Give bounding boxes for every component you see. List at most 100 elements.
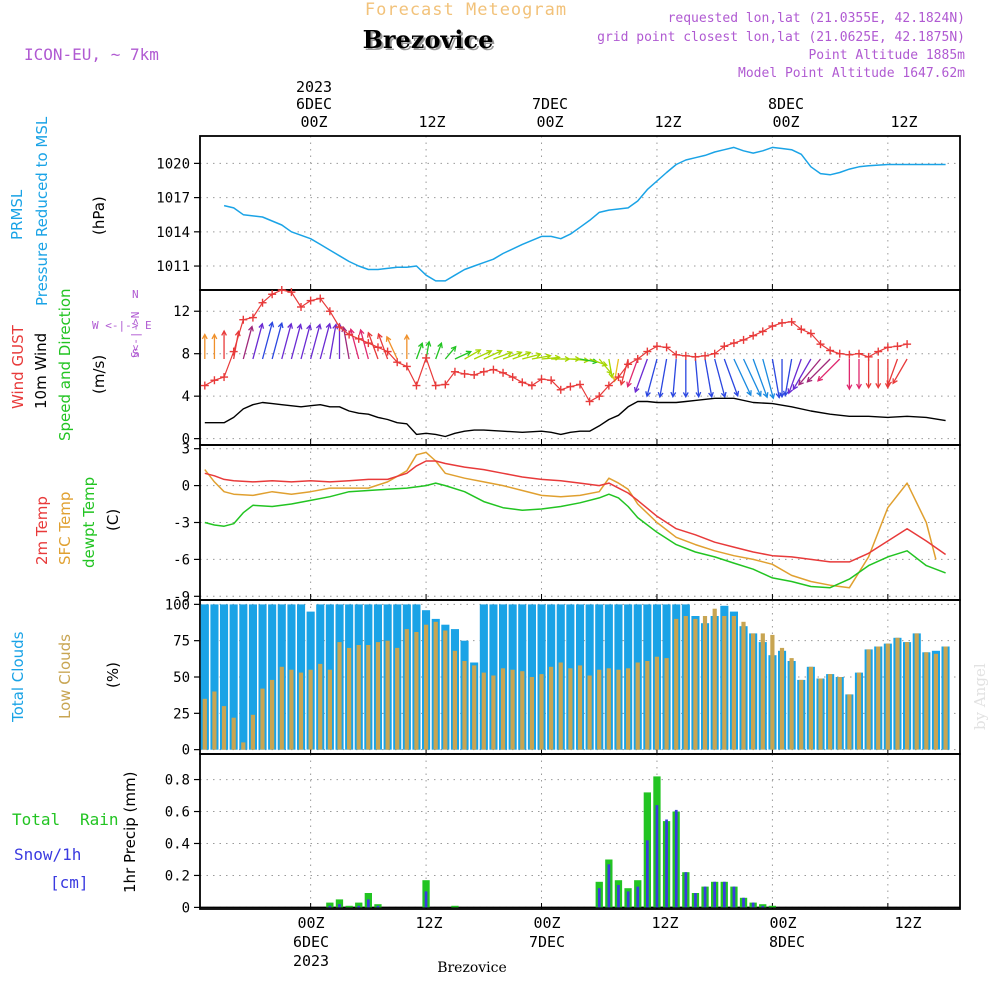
low-cloud-bar xyxy=(366,645,371,750)
low-cloud-bar xyxy=(741,621,746,750)
low-cloud-bar xyxy=(221,706,227,750)
gridpoint-coords: grid point closest lon,lat (21.0625E, 42… xyxy=(597,30,965,45)
snow-bar xyxy=(338,904,341,908)
wind-gust-point xyxy=(633,355,642,364)
wind-direction-arrow xyxy=(865,359,872,390)
pressure-line xyxy=(223,146,946,282)
snow-label: Snow/1h xyxy=(14,845,81,864)
wind-gust-point xyxy=(835,349,844,358)
wind-gust-point xyxy=(643,347,652,356)
snow-bar xyxy=(703,886,707,908)
snow-bar xyxy=(626,891,630,908)
compass-ns-axis: S<-|->N xyxy=(129,312,142,358)
y-tick-label: 4 xyxy=(182,389,190,405)
wind-gust-point xyxy=(460,369,469,378)
bottom-day-label-6dec: 6DEC xyxy=(293,933,329,951)
wind-gust-point xyxy=(297,302,306,311)
wind-gust-point xyxy=(441,380,450,389)
wind-direction-arrow xyxy=(483,349,503,360)
wind-direction-arrow xyxy=(733,358,752,397)
wind-direction-arrow xyxy=(358,328,369,360)
requested-coords: requested lon,lat (21.0355E, 42.1824N) xyxy=(668,11,965,26)
wind-gust-point xyxy=(479,367,488,376)
wind-gust-point xyxy=(489,365,498,374)
watermark: by Angel xyxy=(971,663,989,730)
wind-gust-point xyxy=(778,318,787,327)
snow-bar xyxy=(761,905,765,908)
wind-gust-point xyxy=(672,350,681,359)
snow-bar xyxy=(357,905,361,908)
dewpt-temp-line xyxy=(204,482,946,589)
wind-gust-point xyxy=(585,397,594,406)
bottom-hour-label: 00Z xyxy=(533,914,560,932)
low-cloud-bar xyxy=(231,717,236,750)
pressure-label-long: Pressure Reduced to MSL xyxy=(33,116,51,306)
cloud-total-label: Total Clouds xyxy=(9,631,27,723)
wind-direction-arrow xyxy=(817,358,841,382)
wind-gust-point xyxy=(354,334,363,343)
wind-direction-arrow xyxy=(221,329,227,360)
wind-gust-point xyxy=(239,315,248,324)
panel-4: 0 25 50 75 100 xyxy=(165,597,961,759)
wind-direction-arrow xyxy=(290,323,303,360)
y-tick-label: 0.4 xyxy=(165,836,190,852)
wind-direction-arrow xyxy=(846,359,853,391)
low-cloud-bar xyxy=(885,643,890,750)
wind-direction-arrow xyxy=(856,359,862,390)
low-cloud-bar xyxy=(414,632,419,750)
wind-gust-point xyxy=(200,381,209,390)
wind-gust-point xyxy=(325,307,334,316)
wind-direction-arrow xyxy=(886,358,899,387)
temp-dewpt-label: dewpt Temp xyxy=(80,477,98,568)
wind-gust-point xyxy=(508,373,517,382)
snow-bar xyxy=(328,905,332,908)
wind-direction-arrow xyxy=(657,358,668,399)
low-cloud-bar xyxy=(520,671,525,750)
wind-unit-label: (m/s) xyxy=(90,355,108,394)
wind-gust-point xyxy=(210,376,219,385)
snow-bar xyxy=(646,840,649,908)
low-cloud-bar xyxy=(905,642,910,750)
compass-north: N xyxy=(132,288,139,301)
wind-direction-arrow xyxy=(252,322,265,360)
wind-gust-point xyxy=(854,349,863,358)
low-cloud-bar xyxy=(799,679,804,750)
station-name: Brezovice xyxy=(363,25,494,54)
y-tick-label: 100 xyxy=(165,597,190,613)
wind-direction-arrow xyxy=(348,327,360,360)
wind-gust-line xyxy=(204,289,908,403)
panel-1: 1011 1014 1017 1020 xyxy=(156,135,961,291)
wind-direction-arrow xyxy=(531,353,552,360)
low-cloud-bar xyxy=(327,669,332,750)
wind-gust-point xyxy=(335,323,344,332)
y-tick-label: 50 xyxy=(173,670,190,686)
wind-direction-arrow xyxy=(281,322,294,360)
low-cloud-bar xyxy=(202,698,207,750)
compass-we-axis: W <-|-> E xyxy=(92,319,152,332)
wind-direction-arrow xyxy=(454,350,473,360)
wind-gust-point xyxy=(537,375,546,384)
wind-gust-point xyxy=(527,381,536,390)
top-year-label: 2023 xyxy=(296,78,332,96)
low-cloud-bar xyxy=(914,633,919,750)
total-cloud-bar xyxy=(239,604,248,750)
wind-gust-point xyxy=(903,340,912,349)
y-tick-label: 0 xyxy=(182,432,190,448)
low-cloud-bar xyxy=(356,645,361,750)
y-tick-label: 0.2 xyxy=(165,868,190,884)
wind-gust-point xyxy=(758,327,767,336)
y-tick-label: -9 xyxy=(173,589,190,605)
wind-direction-arrow xyxy=(779,359,785,399)
low-cloud-bar xyxy=(577,665,583,750)
wind-gust-point xyxy=(220,373,229,382)
snow-bar xyxy=(607,864,611,908)
temp-unit-label: (C) xyxy=(104,509,122,531)
top-hour-label: 00Z xyxy=(300,113,327,131)
panel-frame xyxy=(199,753,961,910)
y-tick-label: 12 xyxy=(173,304,190,320)
snow-bar xyxy=(684,872,688,908)
chart-panels: 101110141017102004812-9-6-30302550751000… xyxy=(156,135,961,916)
snow-bar xyxy=(742,897,745,908)
top-hour-label: 12Z xyxy=(890,113,917,131)
wind-direction-arrow xyxy=(310,323,322,360)
